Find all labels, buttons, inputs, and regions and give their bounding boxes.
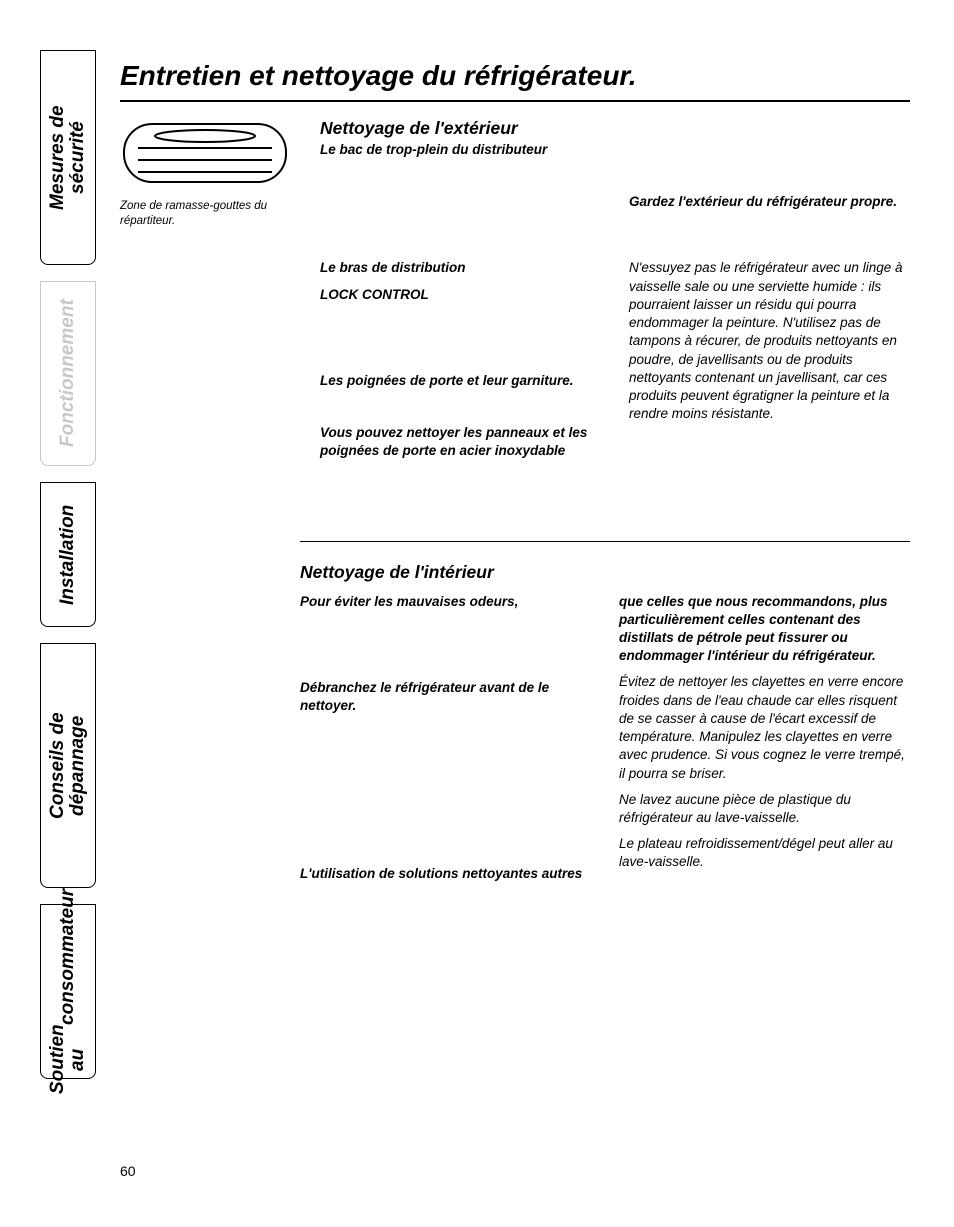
illustration-block: Zone de ramasse-gouttes du répartiteur. bbox=[120, 118, 300, 461]
tab-soutien-au-consommateur[interactable]: Soutien au consommateur bbox=[40, 904, 96, 1079]
exterior-left-item-0: Le bras de distribution bbox=[320, 259, 601, 277]
exterior-left-item-1: LOCK CONTROL bbox=[320, 286, 601, 304]
exterior-left-item-2: Les poignées de porte et leur garniture. bbox=[320, 372, 601, 390]
illustration-caption: Zone de ramasse-gouttes du répartiteur. bbox=[120, 199, 300, 229]
section-exterior: Zone de ramasse-gouttes du répartiteur. … bbox=[120, 118, 910, 461]
tab-installation[interactable]: Installation bbox=[40, 482, 96, 627]
section-exterior-body: Nettoyage de l'extérieur Le bac de trop-… bbox=[320, 118, 910, 461]
content: Entretien et nettoyage du réfrigérateur.… bbox=[120, 60, 910, 883]
page-number: 60 bbox=[120, 1163, 136, 1179]
sidebar-tabs: Mesures de sécurité Fonctionnement Insta… bbox=[40, 50, 96, 1079]
drip-tray-icon bbox=[120, 118, 290, 188]
interior-right-para-2: Le plateau refroidissement/dégel peut al… bbox=[619, 835, 910, 871]
interior-right-para-0: Évitez de nettoyer les clayettes en verr… bbox=[619, 673, 910, 782]
section-interior: Nettoyage de l'intérieur Pour éviter les… bbox=[300, 541, 910, 884]
exterior-right-para: N'essuyez pas le réfrigérateur avec un l… bbox=[629, 259, 910, 423]
exterior-lead: Le bac de trop-plein du distributeur bbox=[320, 141, 910, 159]
page: Mesures de sécurité Fonctionnement Insta… bbox=[0, 0, 954, 1227]
section-heading-interior: Nettoyage de l'intérieur bbox=[300, 562, 910, 583]
tab-label-line2: consommateur bbox=[58, 889, 78, 1025]
interior-right-para-1: Ne lavez aucune pièce de plastique du ré… bbox=[619, 791, 910, 827]
exterior-left-item-3: Vous pouvez nettoyer les panneaux et les… bbox=[320, 424, 601, 460]
interior-right-bold: que celles que nous recommandons, plus p… bbox=[619, 593, 910, 666]
exterior-right-lead: Gardez l'extérieur du réfrigérateur prop… bbox=[629, 193, 910, 211]
section-heading-exterior: Nettoyage de l'extérieur bbox=[320, 118, 910, 139]
page-title: Entretien et nettoyage du réfrigérateur. bbox=[120, 60, 910, 102]
tab-conseils-de-depannage[interactable]: Conseils de dépannage bbox=[40, 643, 96, 888]
tab-label-line1: Soutien au bbox=[48, 1025, 88, 1095]
interior-left-item-1: Débranchez le réfrigérateur avant de le … bbox=[300, 679, 591, 715]
interior-left-item-0: Pour éviter les mauvaises odeurs, bbox=[300, 593, 591, 611]
tab-fonctionnement[interactable]: Fonctionnement bbox=[40, 281, 96, 466]
tab-mesures-de-securite[interactable]: Mesures de sécurité bbox=[40, 50, 96, 265]
interior-left-item-2: L'utilisation de solutions nettoyantes a… bbox=[300, 865, 591, 883]
